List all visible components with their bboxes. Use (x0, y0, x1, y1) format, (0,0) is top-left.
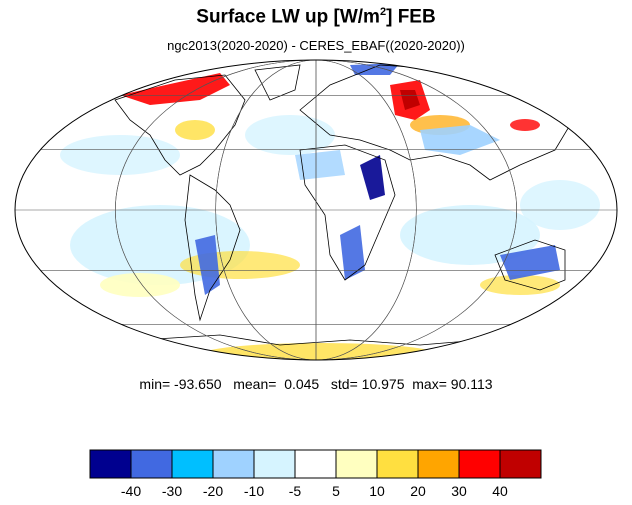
colorbar-tick-label: 40 (492, 483, 508, 499)
colorbar-swatch (171, 449, 214, 479)
anomaly-region (120, 73, 230, 105)
world-map (14, 59, 618, 361)
title-suffix: ] FEB (386, 6, 436, 28)
anomaly-region (400, 205, 540, 265)
anomaly-region (420, 125, 500, 155)
anomaly-region (295, 150, 345, 180)
colorbar-tick-label: 5 (332, 483, 340, 499)
chart-subtitle: ngc2013(2020-2020) - CERES_EBAF((2020-20… (167, 38, 465, 53)
coastline-greenland (254, 64, 301, 101)
colorbar-swatch (499, 449, 542, 479)
statistics-line: min= -93.650 mean= 0.045 std= 10.975 max… (0, 376, 632, 392)
colorbar-swatch (89, 449, 132, 479)
min-label: min= (139, 376, 171, 392)
anomaly-region (520, 180, 600, 230)
anomaly-region (195, 235, 220, 295)
coastline-australia (494, 239, 566, 291)
title-text: Surface LW up [W/m (196, 6, 380, 28)
anomaly-region (245, 115, 335, 155)
chart-title: Surface LW up [W/m2] FEB (0, 6, 632, 28)
coastline-africa (299, 144, 396, 281)
mean-label: mean= (233, 376, 277, 392)
anomaly-region (400, 90, 420, 110)
anomaly-region (175, 120, 215, 140)
max-label: max= (412, 376, 447, 392)
map-outline (14, 59, 618, 361)
max-value: 90.113 (450, 376, 493, 392)
colorbar-swatch (294, 449, 337, 479)
colorbar-tick-label: -10 (244, 483, 264, 499)
coastline-north-america (114, 74, 246, 176)
anomaly-region (500, 245, 560, 280)
colorbar-tick-label: 10 (369, 483, 385, 499)
min-value: -93.650 (174, 376, 222, 392)
anomaly-field (60, 63, 600, 360)
anomaly-region (100, 273, 180, 297)
coastline-south-america (184, 174, 241, 322)
anomaly-region (200, 343, 440, 360)
std-label: std= (330, 376, 358, 392)
colorbar-swatch (376, 449, 419, 479)
colorbar-swatch (130, 449, 173, 479)
anomaly-region (60, 135, 180, 175)
colorbar-tick-label: -40 (121, 483, 141, 499)
mean-value: 0.045 (284, 376, 320, 392)
colorbar-swatch (253, 449, 296, 479)
anomaly-region (340, 225, 365, 280)
std-value: 10.975 (361, 376, 405, 392)
colorbar-tick-label: -5 (289, 483, 302, 499)
colorbar-tick-label: -30 (162, 483, 182, 499)
colorbar: -40 -30 -20 -10 -5 5 10 20 30 40 (89, 449, 542, 499)
anomaly-region (360, 155, 385, 200)
title-superscript: 2 (379, 6, 387, 18)
colorbar-swatch (335, 449, 378, 479)
colorbar-tick-label: 20 (410, 483, 426, 499)
colorbar-tick-label: 30 (451, 483, 467, 499)
colorbar-swatch (212, 449, 255, 479)
colorbar-swatch (458, 449, 501, 479)
anomaly-region (510, 119, 540, 131)
colorbar-tick-label: -20 (203, 483, 223, 499)
colorbar-swatch (417, 449, 460, 479)
